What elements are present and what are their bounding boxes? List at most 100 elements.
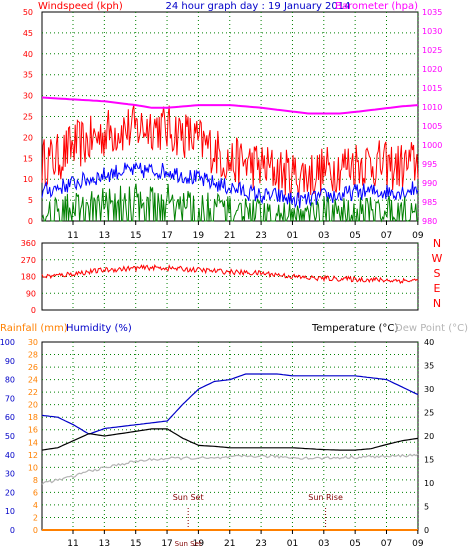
temperature-tick-label: 25 [424, 409, 434, 418]
wind-gust-series [41, 104, 419, 200]
rainfall-tick-label: 6 [33, 488, 38, 497]
barometer-tick-label: 995 [422, 160, 437, 169]
windspeed-tick-label: 35 [23, 71, 33, 80]
x-tick-label: 15 [130, 539, 141, 549]
rainfall-tick-label: 18 [28, 413, 38, 422]
wind-direction-series [41, 263, 419, 285]
temperature-tick-label: 10 [424, 479, 434, 488]
sun-set-bottom-label: Sun Set [175, 540, 202, 548]
humidity-tick-label: 90 [5, 357, 15, 366]
temperature-tick-label: 5 [424, 503, 429, 512]
windspeed-tick-label: 15 [23, 154, 33, 163]
x-tick-label: 13 [99, 231, 110, 241]
sun-marker-label: Sun Rise [308, 493, 343, 502]
humidity-tick-label: 40 [5, 451, 15, 460]
humidity-title: Humidity (%) [66, 323, 132, 334]
x-tick-label: 13 [99, 539, 110, 549]
x-tick-label: 21 [224, 539, 235, 549]
windspeed-tick-label: 30 [23, 92, 33, 101]
humidity-tick-label: 30 [5, 470, 15, 479]
rainfall-tick-label: 16 [28, 426, 38, 435]
barometer-tick-label: 1010 [422, 103, 442, 112]
rainfall-tick-label: 8 [33, 476, 38, 485]
x-tick-label: 23 [255, 539, 266, 549]
barometer-series [41, 96, 419, 115]
barometer-tick-label: 1035 [422, 8, 442, 17]
rainfall-tick-label: 14 [28, 438, 38, 447]
x-tick-label: 11 [67, 539, 78, 549]
windspeed-tick-label: 40 [23, 50, 33, 59]
windspeed-tick-label: 5 [28, 196, 33, 205]
temperature-title: Temperature (°C) [311, 323, 398, 334]
x-tick-label: 11 [67, 231, 78, 241]
humidity-tick-label: 10 [5, 507, 15, 516]
compass-label: W [432, 252, 443, 265]
humidity-tick-label: 50 [5, 432, 15, 441]
windspeed-tick-label: 20 [23, 133, 33, 142]
barometer-tick-label: 980 [422, 217, 437, 226]
barometer-tick-label: 990 [422, 179, 437, 188]
x-tick-label: 17 [161, 539, 172, 549]
humidity-tick-label: 100 [0, 338, 15, 347]
humidity-tick-label: 60 [5, 413, 15, 422]
humidity-tick-label: 80 [5, 376, 15, 385]
temperature-tick-label: 0 [424, 526, 429, 535]
x-tick-label: 09 [412, 539, 424, 549]
compass-label: N [433, 237, 441, 250]
x-tick-label: 07 [381, 539, 392, 549]
dewpoint-title: Dew Point (°C) [395, 323, 468, 334]
compass-label: S [434, 267, 441, 280]
x-tick-label: 03 [318, 231, 329, 241]
rainfall-tick-label: 30 [28, 338, 38, 347]
humidity-tick-label: 0 [10, 526, 15, 535]
x-tick-label: 21 [224, 231, 235, 241]
direction-tick-label: 360 [21, 239, 36, 248]
x-tick-label: 19 [193, 539, 205, 549]
rainfall-tick-label: 22 [28, 388, 38, 397]
barometer-tick-label: 985 [422, 198, 437, 207]
rainfall-tick-label: 28 [28, 351, 38, 360]
direction-tick-label: 180 [21, 273, 36, 282]
compass-label: E [434, 282, 441, 295]
windspeed-barometer-panel: 0510152025303540455098098599099510001005… [23, 8, 443, 241]
barometer-tick-label: 1000 [422, 141, 442, 150]
x-tick-label: 05 [349, 539, 360, 549]
temperature-tick-label: 35 [424, 362, 434, 371]
x-tick-label: 07 [381, 231, 392, 241]
direction-tick-label: 90 [26, 289, 36, 298]
barometer-tick-label: 1005 [422, 122, 442, 131]
barometer-tick-label: 1015 [422, 84, 442, 93]
temperature-tick-label: 30 [424, 385, 434, 394]
x-tick-label: 17 [161, 231, 172, 241]
barometer-tick-label: 1030 [422, 27, 442, 36]
rainfall-title: Rainfall (mm) [0, 323, 68, 334]
rainfall-tick-label: 26 [28, 363, 38, 372]
rainfall-tick-label: 10 [28, 463, 38, 472]
windspeed-tick-label: 10 [23, 175, 33, 184]
x-tick-label: 01 [287, 539, 298, 549]
windspeed-tick-label: 0 [28, 217, 33, 226]
direction-tick-label: 270 [21, 256, 36, 265]
barometer-title: Barometer (hpa) [335, 1, 418, 12]
x-tick-label: 09 [412, 231, 424, 241]
x-tick-label: 05 [349, 231, 360, 241]
temperature-tick-label: 20 [424, 432, 434, 441]
rainfall-tick-label: 2 [33, 513, 38, 522]
rainfall-tick-label: 20 [28, 401, 38, 410]
rainfall-tick-label: 24 [28, 376, 38, 385]
windspeed-tick-label: 50 [23, 8, 33, 17]
chart-main-title: 24 hour graph day : 19 January 2014 [166, 1, 351, 12]
barometer-tick-label: 1025 [422, 46, 442, 55]
humidity-series [41, 373, 419, 435]
windspeed-title: Windspeed (kph) [38, 1, 123, 12]
temperature-series [41, 428, 419, 451]
x-tick-label: 03 [318, 539, 329, 549]
windspeed-tick-label: 45 [23, 29, 33, 38]
humidity-tick-label: 20 [5, 488, 15, 497]
rainfall-tick-label: 4 [33, 501, 38, 510]
sun-marker-label: Sun Set [173, 493, 204, 502]
temperature-humidity-rain-panel: 0246810121416182022242628300102030405060… [0, 338, 434, 549]
